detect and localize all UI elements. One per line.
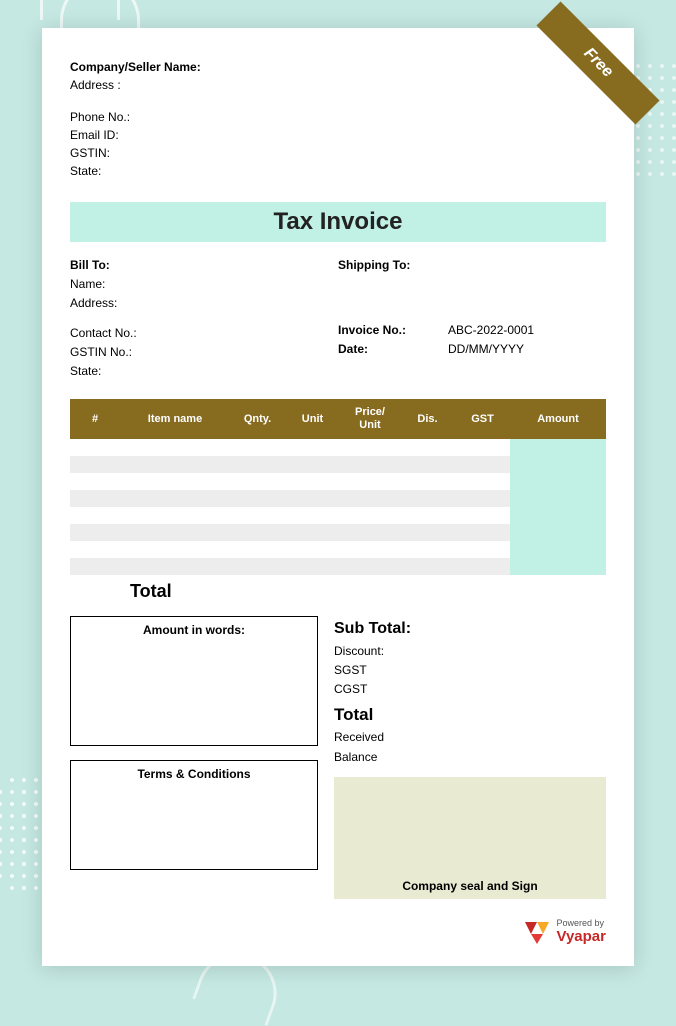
table-total-label: Total [70, 575, 606, 608]
billto-name-label: Name: [70, 275, 338, 294]
th-item: Item name [120, 413, 230, 425]
date-label: Date: [338, 340, 448, 359]
terms-header: Terms & Conditions [79, 767, 309, 781]
items-table: # Item name Qnty. Unit Price/Unit Dis. G… [70, 399, 606, 608]
th-dis: Dis. [400, 413, 455, 425]
date-value: DD/MM/YYYY [448, 340, 524, 359]
billto-address-label: Address: [70, 294, 338, 313]
parties-block: Bill To: Name: Address: Contact No.: GST… [70, 256, 606, 381]
amount-words-box: Amount in words: [70, 616, 318, 746]
bg-decoration [40, 0, 120, 20]
seller-name-label: Company/Seller Name: [70, 58, 606, 76]
discount-label: Discount: [334, 642, 606, 661]
th-unit: Unit [285, 413, 340, 425]
brand-name: Vyapar [557, 928, 606, 945]
lower-section: Amount in words: Terms & Conditions Sub … [70, 616, 606, 899]
billto-gstin-label: GSTIN No.: [70, 343, 338, 362]
invoice-page: Free Company/Seller Name: Address : Phon… [42, 28, 634, 966]
seller-state-label: State: [70, 162, 606, 180]
subtotal-label: Sub Total: [334, 616, 606, 642]
seal-label: Company seal and Sign [334, 879, 606, 893]
balance-label: Balance [334, 748, 606, 767]
invoice-title: Tax Invoice [70, 202, 606, 242]
seal-box: Company seal and Sign [334, 777, 606, 899]
seller-phone-label: Phone No.: [70, 108, 606, 126]
amount-words-header: Amount in words: [79, 623, 309, 637]
billto-header: Bill To: [70, 256, 338, 275]
amount-column-bg [510, 439, 606, 575]
th-qty: Qnty. [230, 413, 285, 425]
shipto-header: Shipping To: [338, 256, 606, 275]
received-label: Received [334, 728, 606, 747]
powered-by-label: Powered by [557, 919, 606, 929]
th-gst: GST [455, 413, 510, 425]
summary-block: Sub Total: Discount: SGST CGST Total Rec… [334, 616, 606, 767]
footer-logo: Powered by Vyapar [523, 918, 606, 946]
billto-contact-label: Contact No.: [70, 324, 338, 343]
vyapar-logo-icon [523, 918, 551, 946]
seller-email-label: Email ID: [70, 126, 606, 144]
th-amount: Amount [510, 413, 606, 425]
seller-address-label: Address : [70, 76, 606, 94]
sgst-label: SGST [334, 661, 606, 680]
invoice-no-label: Invoice No.: [338, 321, 448, 340]
th-num: # [70, 413, 120, 425]
cgst-label: CGST [334, 680, 606, 699]
terms-box: Terms & Conditions [70, 760, 318, 870]
th-price: Price/Unit [340, 406, 400, 432]
invoice-no-value: ABC-2022-0001 [448, 321, 534, 340]
table-header: # Item name Qnty. Unit Price/Unit Dis. G… [70, 399, 606, 439]
billto-state-label: State: [70, 362, 338, 381]
total-label: Total [334, 701, 606, 728]
seller-block: Company/Seller Name: Address : Phone No.… [70, 58, 606, 180]
table-body [70, 439, 606, 575]
seller-gstin-label: GSTIN: [70, 144, 606, 162]
